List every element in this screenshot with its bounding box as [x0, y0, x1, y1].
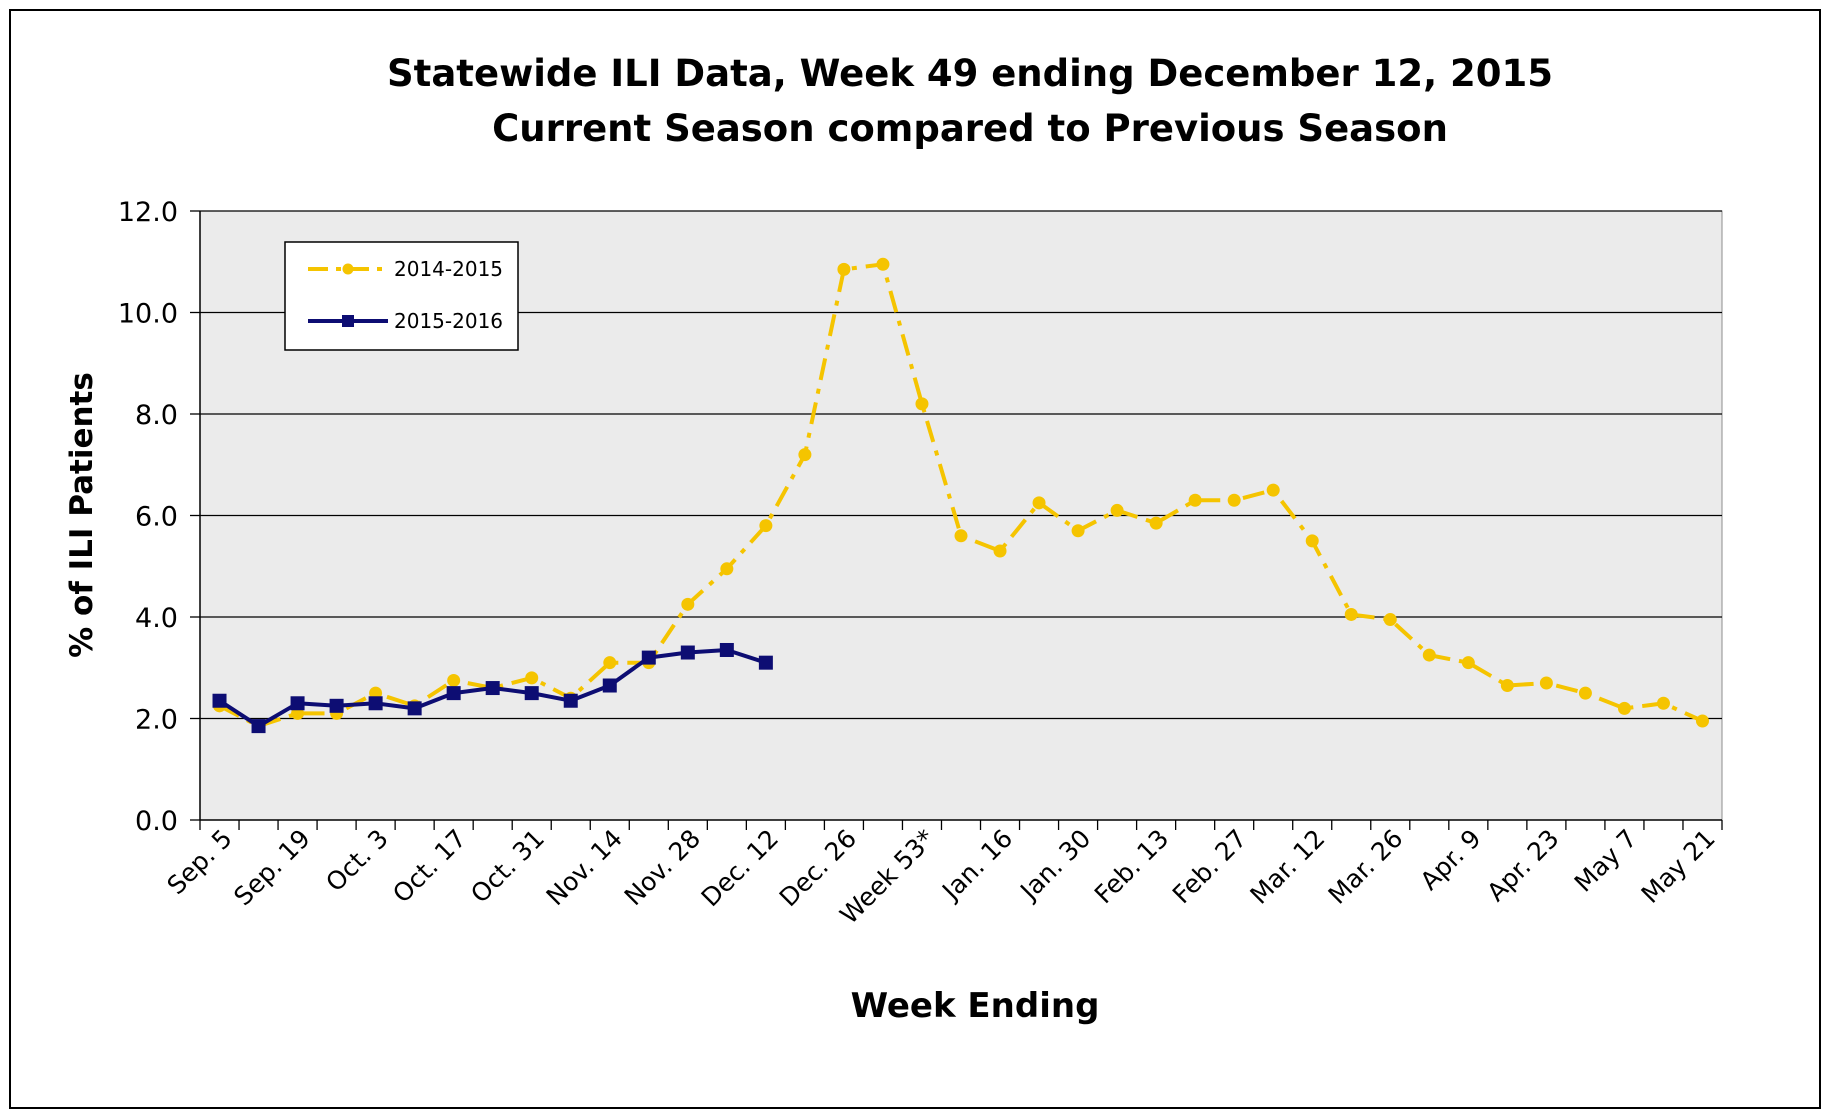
chart-subtitle: Current Season compared to Previous Seas… — [492, 107, 1448, 150]
data-point-series-1 — [954, 529, 968, 543]
data-point-series-1 — [720, 562, 734, 576]
data-point-series-1 — [1383, 613, 1397, 627]
data-point-series-1 — [1227, 493, 1241, 507]
data-point-series-2 — [368, 696, 383, 711]
data-point-series-1 — [1110, 503, 1124, 517]
x-tick-label: Nov. 14 — [541, 824, 628, 911]
x-tick-label: Jan. 16 — [935, 824, 1018, 907]
y-tick-label: 2.0 — [135, 705, 178, 736]
data-point-series-1 — [759, 519, 773, 533]
data-point-series-1 — [1071, 524, 1085, 538]
data-point-series-1 — [1695, 714, 1709, 728]
y-tick-label: 12.0 — [118, 197, 178, 228]
data-point-series-1 — [1422, 648, 1436, 662]
data-point-series-1 — [447, 673, 461, 687]
data-point-series-2 — [719, 642, 734, 657]
y-tick-labels: 0.0 2.0 4.0 6.0 8.0 10.0 12.0 — [118, 197, 178, 837]
data-point-series-2 — [485, 681, 500, 696]
line-chart: Statewide ILI Data, Week 49 ending Decem… — [64, 52, 1723, 1026]
data-point-series-1 — [525, 671, 539, 685]
y-tick-label: 10.0 — [118, 299, 178, 330]
y-tick-label: 0.0 — [135, 806, 178, 837]
x-tick-label: Apr. 23 — [1481, 824, 1564, 907]
legend: 2014-2015 2015-2016 — [284, 241, 519, 351]
x-tick-label: May 7 — [1569, 824, 1643, 898]
data-point-series-1 — [603, 656, 617, 670]
data-point-series-2 — [446, 686, 461, 701]
data-point-series-2 — [563, 693, 578, 708]
data-point-series-2 — [758, 655, 773, 670]
series-layer — [212, 257, 1709, 734]
data-point-series-2 — [407, 701, 422, 716]
x-axis-label: Week Ending — [851, 986, 1100, 1026]
data-point-series-2 — [641, 650, 656, 665]
legend-box — [284, 241, 519, 351]
data-point-series-2 — [251, 719, 266, 734]
data-point-series-2 — [212, 693, 227, 708]
data-point-series-1 — [1617, 701, 1631, 715]
axes — [190, 210, 1723, 830]
data-point-series-1 — [1461, 656, 1475, 670]
x-tick-label: Oct. 17 — [387, 824, 472, 909]
legend-label-series-1: 2014-2015 — [394, 257, 503, 281]
y-tick-label: 6.0 — [135, 502, 178, 533]
x-tick-label: Mar. 12 — [1245, 824, 1331, 910]
data-point-series-1 — [1149, 516, 1163, 530]
x-tick-label: Apr. 9 — [1415, 824, 1487, 896]
data-point-series-1 — [1032, 496, 1046, 510]
y-axis-label: % of ILI Patients — [64, 372, 100, 658]
data-point-series-2 — [290, 696, 305, 711]
x-tick-label: Oct. 3 — [320, 824, 394, 898]
x-tick-label: Jan. 30 — [1013, 824, 1096, 907]
x-tick-label: Dec. 12 — [696, 824, 784, 912]
x-tick-label: Sep. 19 — [228, 824, 316, 912]
x-tick-label: Mar. 26 — [1323, 824, 1409, 910]
x-tick-label: Nov. 28 — [619, 824, 706, 911]
data-point-series-2 — [524, 686, 539, 701]
data-point-series-1 — [915, 397, 929, 411]
data-point-series-1 — [1344, 607, 1358, 621]
x-tick-label: Feb. 27 — [1167, 824, 1253, 910]
data-point-series-1 — [876, 257, 890, 271]
x-tick-label: Oct. 31 — [465, 824, 550, 909]
chart-title: Statewide ILI Data, Week 49 ending Decem… — [387, 52, 1553, 95]
x-tick-label: May 21 — [1636, 824, 1721, 909]
legend-label-series-2: 2015-2016 — [394, 309, 503, 333]
data-point-series-1 — [1305, 534, 1319, 548]
data-point-series-1 — [681, 597, 695, 611]
data-point-series-1 — [1539, 676, 1553, 690]
data-point-series-1 — [798, 448, 812, 462]
y-tick-label: 8.0 — [135, 400, 178, 431]
y-tick-label: 4.0 — [135, 603, 178, 634]
data-point-series-1 — [837, 262, 851, 276]
data-point-series-2 — [329, 698, 344, 713]
data-point-series-1 — [1578, 686, 1592, 700]
data-point-series-2 — [602, 678, 617, 693]
data-point-series-2 — [680, 645, 695, 660]
x-tick-label: Feb. 13 — [1089, 824, 1175, 910]
data-point-series-1 — [993, 544, 1007, 558]
legend-marker-series-2 — [342, 315, 354, 327]
data-point-series-1 — [1188, 493, 1202, 507]
data-point-series-1 — [1500, 679, 1514, 693]
data-point-series-1 — [1656, 696, 1670, 710]
legend-marker-series-1 — [342, 263, 354, 275]
data-point-series-1 — [1266, 483, 1280, 497]
